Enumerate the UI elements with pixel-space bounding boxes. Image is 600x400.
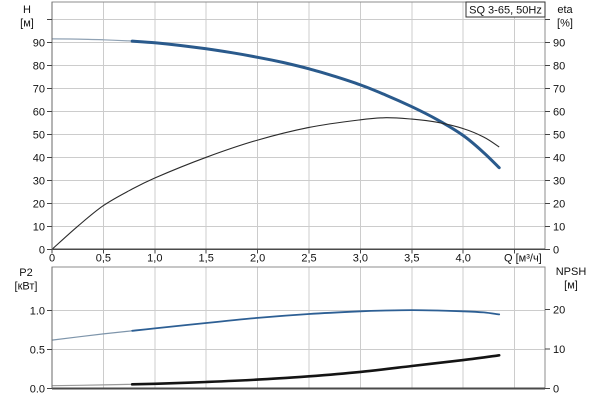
x-tick-label: 3,5 xyxy=(404,253,419,265)
q-axis-label: Q [м³/ч] xyxy=(504,253,542,265)
x-tick-label: 0 xyxy=(49,253,55,265)
curves-layer xyxy=(51,38,501,387)
right-tick-label: 0 xyxy=(553,244,559,256)
right-tick-label: 20 xyxy=(553,198,565,210)
frames-layer xyxy=(51,1,546,390)
x-tick-label: 2,0 xyxy=(250,253,265,265)
right-tick-label: 0 xyxy=(553,384,559,396)
plot-frame xyxy=(51,266,546,389)
curve-p2-lead xyxy=(51,330,133,341)
left-tick-label: 10 xyxy=(33,221,45,233)
left-tick-label: 0 xyxy=(39,244,45,256)
curve-eta xyxy=(51,117,500,250)
gridlines-layer xyxy=(52,2,545,389)
npsh-axis-label: NPSH xyxy=(556,266,587,278)
right-tick-label: 40 xyxy=(553,152,565,164)
right-tick-label: 10 xyxy=(553,344,565,356)
h-axis-unit: [м] xyxy=(20,18,34,30)
model-label-text: SQ 3-65, 50Hz xyxy=(469,5,542,17)
x-tick-label: 2,5 xyxy=(301,253,316,265)
curve-h xyxy=(130,39,501,170)
npsh-axis-unit: [м] xyxy=(564,280,578,292)
left-tick-label: 60 xyxy=(33,106,45,118)
x-tick-label: 1,0 xyxy=(147,253,162,265)
right-tick-label: 30 xyxy=(553,175,565,187)
left-tick-label: 20 xyxy=(33,198,45,210)
left-tick-label: 0.0 xyxy=(30,384,45,396)
right-tick-label: 20 xyxy=(553,305,565,317)
right-tick-label: 10 xyxy=(553,221,565,233)
right-tick-label: 90 xyxy=(553,37,565,49)
curve-npsh-lead xyxy=(51,383,133,387)
right-tick-label: 70 xyxy=(553,83,565,95)
x-tick-label: 4,0 xyxy=(456,253,471,265)
plot-frame xyxy=(51,1,546,250)
h-axis-label: H xyxy=(23,4,31,16)
eta-axis-label: eta xyxy=(557,4,573,16)
curve-p2 xyxy=(131,309,501,332)
curve-npsh xyxy=(130,354,501,386)
left-tick-label: 0.5 xyxy=(30,345,45,357)
curve-h-lead xyxy=(51,38,133,42)
left-tick-label: 1.0 xyxy=(30,306,45,318)
left-tick-label: 70 xyxy=(33,83,45,95)
eta-axis-unit: [%] xyxy=(557,18,573,30)
p2-axis-unit: [кВт] xyxy=(15,281,38,293)
tick-marks-layer xyxy=(47,18,550,389)
left-tick-label: 50 xyxy=(33,129,45,141)
right-tick-label: 80 xyxy=(553,60,565,72)
left-tick-label: 80 xyxy=(33,60,45,72)
left-tick-label: 40 xyxy=(33,152,45,164)
x-tick-label: 0,5 xyxy=(96,253,111,265)
right-tick-label: 60 xyxy=(553,106,565,118)
p2-axis-label: P2 xyxy=(19,267,32,279)
model-label-box xyxy=(465,1,546,18)
x-tick-label: 1,5 xyxy=(199,253,214,265)
left-tick-label: 90 xyxy=(33,37,45,49)
x-tick-label: 3,0 xyxy=(353,253,368,265)
right-tick-label: 50 xyxy=(553,129,565,141)
left-tick-label: 30 xyxy=(33,175,45,187)
